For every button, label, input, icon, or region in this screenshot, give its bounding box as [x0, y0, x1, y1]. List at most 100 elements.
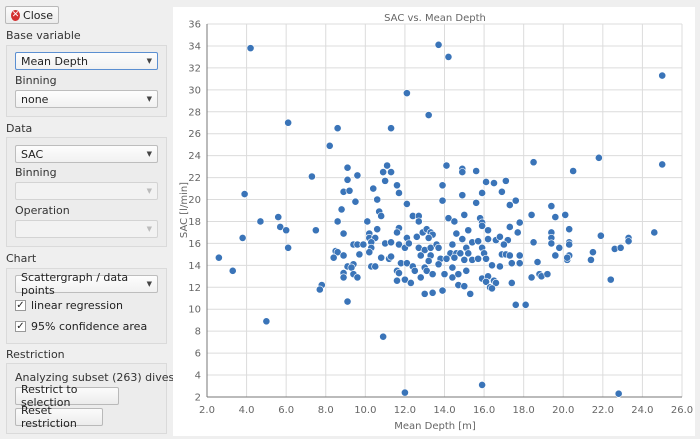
data-point — [284, 243, 293, 252]
data-point — [472, 167, 481, 175]
data-point — [434, 243, 443, 252]
data-point — [650, 228, 659, 237]
base-binning-select[interactable]: none ▼ — [15, 90, 158, 108]
data-point — [551, 251, 560, 260]
data-point — [371, 262, 380, 271]
data-point — [462, 266, 471, 275]
chart-type-select[interactable]: Scattergraph / data points ▼ — [15, 271, 158, 297]
data-point — [377, 253, 386, 262]
data-point — [589, 248, 597, 257]
data-point — [345, 186, 354, 195]
data-point — [444, 53, 453, 61]
data-point — [515, 218, 524, 227]
data-point — [569, 167, 578, 175]
data-point — [547, 239, 556, 248]
data-point — [464, 226, 473, 235]
data-point — [414, 217, 423, 226]
y-tick-label: 22 — [188, 173, 201, 184]
data-point — [333, 217, 342, 226]
data-point — [587, 255, 595, 264]
data-point — [355, 250, 364, 259]
data-point — [412, 232, 421, 241]
data-point — [596, 231, 605, 240]
data-point — [393, 276, 401, 285]
x-axis-label: Mean Depth [m] — [394, 421, 476, 432]
x-tick-label: 22.0 — [592, 405, 614, 416]
data-point — [337, 205, 346, 214]
data-point — [499, 240, 508, 249]
base-variable-title: Base variable — [6, 29, 81, 42]
base-binning-label: Binning — [15, 74, 57, 87]
data-point — [238, 234, 247, 242]
data-point — [543, 270, 552, 279]
data-point — [339, 273, 348, 282]
dropdown-arrow-icon: ▼ — [146, 225, 152, 233]
data-point — [505, 201, 514, 209]
operation-select[interactable]: ▼ — [15, 220, 158, 238]
dropdown-arrow-icon: ▼ — [146, 57, 152, 65]
data-point — [533, 258, 542, 266]
data-point — [507, 279, 516, 287]
data-point — [339, 251, 348, 260]
confidence-area-checkbox[interactable]: ✓ 95% confidence area — [15, 320, 147, 333]
y-tick-label: 6 — [195, 349, 201, 360]
data-point — [379, 168, 388, 177]
data-point — [458, 168, 467, 177]
data-point — [315, 285, 324, 294]
data-point — [442, 161, 451, 170]
data-point — [379, 332, 388, 341]
data-point — [555, 243, 564, 252]
data-point — [333, 248, 342, 257]
data-point — [563, 253, 572, 262]
data-point — [416, 273, 425, 282]
data-title: Data — [6, 122, 33, 135]
close-circle-icon: ✕ — [11, 9, 21, 21]
data-point — [497, 187, 506, 196]
data-point — [240, 190, 249, 198]
data-point — [529, 158, 538, 167]
data-point — [325, 141, 334, 150]
data-point — [505, 251, 514, 260]
x-tick-label: 26.0 — [671, 405, 693, 416]
base-variable-select[interactable]: Mean Depth ▼ — [15, 52, 158, 70]
data-point — [527, 273, 536, 282]
data-point — [387, 168, 395, 177]
data-point — [460, 282, 469, 291]
restriction-title: Restriction — [6, 348, 65, 361]
dropdown-arrow-icon: ▼ — [146, 95, 152, 103]
data-point — [478, 221, 487, 230]
restriction-status: Analyzing subset (263) dives — [15, 371, 175, 384]
data-binning-select[interactable]: ▼ — [15, 182, 158, 200]
checkmark-icon: ✓ — [15, 321, 26, 332]
data-point — [426, 243, 435, 252]
data-point — [214, 253, 223, 262]
data-point — [490, 179, 498, 187]
data-point — [402, 89, 411, 98]
data-point — [365, 248, 374, 257]
data-point — [492, 279, 500, 287]
data-point — [343, 163, 352, 172]
close-button[interactable]: ✕ Close — [5, 6, 59, 24]
data-point — [402, 259, 411, 268]
data-point — [246, 44, 255, 53]
data-point — [614, 389, 623, 398]
data-point — [472, 198, 481, 207]
data-point — [484, 235, 492, 243]
data-point — [624, 237, 633, 246]
data-points — [214, 40, 667, 398]
data-point — [383, 161, 392, 170]
data-point — [274, 213, 283, 221]
dropdown-arrow-icon: ▼ — [146, 280, 152, 288]
data-variable-select[interactable]: SAC ▼ — [15, 145, 158, 163]
x-tick-label: 6.0 — [278, 405, 294, 416]
data-point — [282, 226, 291, 235]
data-point — [434, 40, 443, 49]
linear-regression-checkbox[interactable]: ✓ linear regression — [15, 299, 123, 312]
x-tick-label: 24.0 — [631, 405, 653, 416]
data-point — [416, 251, 425, 260]
reset-restriction-button[interactable]: Reset restriction — [15, 404, 103, 430]
data-point — [424, 257, 433, 265]
restrict-to-selection-button[interactable]: Restrict to selection — [15, 383, 119, 409]
